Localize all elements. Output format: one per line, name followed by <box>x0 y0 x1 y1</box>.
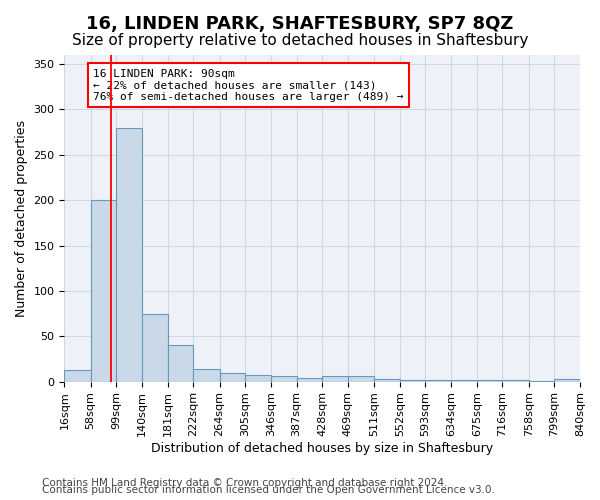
Bar <box>220 374 245 382</box>
Bar <box>271 376 296 382</box>
Text: Contains HM Land Registry data © Crown copyright and database right 2024.: Contains HM Land Registry data © Crown c… <box>42 478 448 488</box>
Bar <box>348 376 374 382</box>
Bar <box>554 379 580 382</box>
Bar <box>116 128 142 382</box>
X-axis label: Distribution of detached houses by size in Shaftesbury: Distribution of detached houses by size … <box>151 442 493 455</box>
Bar <box>374 379 400 382</box>
Bar <box>477 380 502 382</box>
Bar <box>322 376 348 382</box>
Bar <box>529 380 554 382</box>
Bar <box>142 314 167 382</box>
Bar <box>64 370 91 382</box>
Bar <box>451 380 477 382</box>
Text: Contains public sector information licensed under the Open Government Licence v3: Contains public sector information licen… <box>42 485 495 495</box>
Bar <box>502 380 529 382</box>
Bar <box>193 369 220 382</box>
Bar <box>425 380 451 382</box>
Text: 16 LINDEN PARK: 90sqm
← 22% of detached houses are smaller (143)
76% of semi-det: 16 LINDEN PARK: 90sqm ← 22% of detached … <box>93 68 404 102</box>
Bar <box>245 375 271 382</box>
Bar <box>167 346 193 382</box>
Y-axis label: Number of detached properties: Number of detached properties <box>15 120 28 317</box>
Bar <box>91 200 116 382</box>
Text: Size of property relative to detached houses in Shaftesbury: Size of property relative to detached ho… <box>72 32 528 48</box>
Bar <box>400 380 425 382</box>
Bar <box>296 378 322 382</box>
Text: 16, LINDEN PARK, SHAFTESBURY, SP7 8QZ: 16, LINDEN PARK, SHAFTESBURY, SP7 8QZ <box>86 15 514 33</box>
